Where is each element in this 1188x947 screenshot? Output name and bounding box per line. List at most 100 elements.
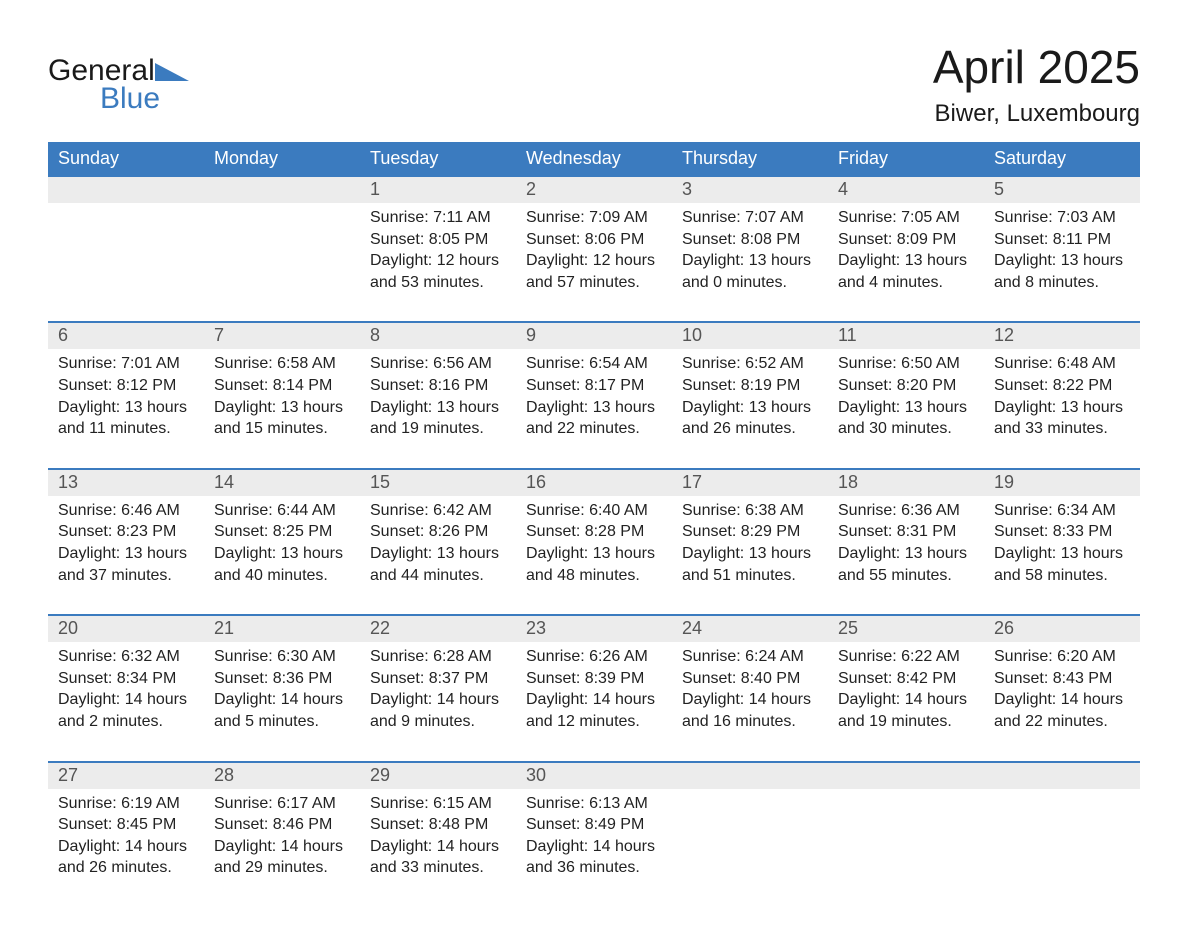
calendar-day <box>984 763 1140 907</box>
day-sunrise: Sunrise: 6:42 AM <box>370 500 506 522</box>
day-sunset: Sunset: 8:39 PM <box>526 668 662 690</box>
day-sunrise: Sunrise: 7:09 AM <box>526 207 662 229</box>
day-dl1: Daylight: 14 hours <box>370 836 506 858</box>
day-body: Sunrise: 7:11 AMSunset: 8:05 PMDaylight:… <box>360 203 516 293</box>
day-dl2: and 2 minutes. <box>58 711 194 733</box>
calendar-day: 15Sunrise: 6:42 AMSunset: 8:26 PMDayligh… <box>360 470 516 614</box>
day-dl1: Daylight: 14 hours <box>994 689 1130 711</box>
day-body: Sunrise: 6:40 AMSunset: 8:28 PMDaylight:… <box>516 496 672 586</box>
day-sunrise: Sunrise: 6:48 AM <box>994 353 1130 375</box>
dow-tuesday: Tuesday <box>360 142 516 175</box>
day-number: 8 <box>360 323 516 349</box>
calendar-day: 11Sunrise: 6:50 AMSunset: 8:20 PMDayligh… <box>828 323 984 467</box>
dow-sunday: Sunday <box>48 142 204 175</box>
day-number <box>48 177 204 203</box>
day-number: 2 <box>516 177 672 203</box>
day-dl2: and 26 minutes. <box>682 418 818 440</box>
day-sunset: Sunset: 8:31 PM <box>838 521 974 543</box>
day-body: Sunrise: 6:28 AMSunset: 8:37 PMDaylight:… <box>360 642 516 732</box>
day-sunset: Sunset: 8:06 PM <box>526 229 662 251</box>
day-number: 28 <box>204 763 360 789</box>
calendar-day: 28Sunrise: 6:17 AMSunset: 8:46 PMDayligh… <box>204 763 360 907</box>
day-sunrise: Sunrise: 6:52 AM <box>682 353 818 375</box>
day-dl1: Daylight: 13 hours <box>370 397 506 419</box>
day-sunrise: Sunrise: 7:05 AM <box>838 207 974 229</box>
day-number: 10 <box>672 323 828 349</box>
day-sunrise: Sunrise: 7:11 AM <box>370 207 506 229</box>
day-dl1: Daylight: 13 hours <box>58 397 194 419</box>
day-number: 20 <box>48 616 204 642</box>
day-body: Sunrise: 6:38 AMSunset: 8:29 PMDaylight:… <box>672 496 828 586</box>
day-dl2: and 44 minutes. <box>370 565 506 587</box>
day-number <box>984 763 1140 789</box>
calendar-day: 17Sunrise: 6:38 AMSunset: 8:29 PMDayligh… <box>672 470 828 614</box>
day-body: Sunrise: 6:44 AMSunset: 8:25 PMDaylight:… <box>204 496 360 586</box>
day-body: Sunrise: 7:07 AMSunset: 8:08 PMDaylight:… <box>672 203 828 293</box>
day-body: Sunrise: 6:24 AMSunset: 8:40 PMDaylight:… <box>672 642 828 732</box>
day-sunrise: Sunrise: 6:22 AM <box>838 646 974 668</box>
day-body: Sunrise: 6:34 AMSunset: 8:33 PMDaylight:… <box>984 496 1140 586</box>
day-number: 18 <box>828 470 984 496</box>
day-dl2: and 26 minutes. <box>58 857 194 879</box>
calendar-body: 1Sunrise: 7:11 AMSunset: 8:05 PMDaylight… <box>48 175 1140 907</box>
day-dl2: and 12 minutes. <box>526 711 662 733</box>
day-dl2: and 53 minutes. <box>370 272 506 294</box>
day-sunset: Sunset: 8:14 PM <box>214 375 350 397</box>
day-sunrise: Sunrise: 6:30 AM <box>214 646 350 668</box>
day-body: Sunrise: 7:03 AMSunset: 8:11 PMDaylight:… <box>984 203 1140 293</box>
dow-friday: Friday <box>828 142 984 175</box>
calendar-day: 5Sunrise: 7:03 AMSunset: 8:11 PMDaylight… <box>984 177 1140 321</box>
day-dl2: and 55 minutes. <box>838 565 974 587</box>
day-number: 9 <box>516 323 672 349</box>
calendar-day: 18Sunrise: 6:36 AMSunset: 8:31 PMDayligh… <box>828 470 984 614</box>
logo-text-blue: Blue <box>100 84 189 114</box>
day-body: Sunrise: 6:54 AMSunset: 8:17 PMDaylight:… <box>516 349 672 439</box>
day-body: Sunrise: 6:48 AMSunset: 8:22 PMDaylight:… <box>984 349 1140 439</box>
day-dl1: Daylight: 14 hours <box>526 689 662 711</box>
day-dl2: and 33 minutes. <box>994 418 1130 440</box>
day-body <box>204 203 360 263</box>
day-sunset: Sunset: 8:48 PM <box>370 814 506 836</box>
day-sunrise: Sunrise: 7:03 AM <box>994 207 1130 229</box>
header: General Blue April 2025 Biwer, Luxembour… <box>48 40 1140 128</box>
day-body: Sunrise: 6:26 AMSunset: 8:39 PMDaylight:… <box>516 642 672 732</box>
day-number <box>672 763 828 789</box>
day-dl2: and 40 minutes. <box>214 565 350 587</box>
day-number: 15 <box>360 470 516 496</box>
dow-saturday: Saturday <box>984 142 1140 175</box>
day-dl1: Daylight: 13 hours <box>526 543 662 565</box>
day-sunset: Sunset: 8:46 PM <box>214 814 350 836</box>
day-body: Sunrise: 6:46 AMSunset: 8:23 PMDaylight:… <box>48 496 204 586</box>
day-dl1: Daylight: 14 hours <box>58 836 194 858</box>
day-sunset: Sunset: 8:37 PM <box>370 668 506 690</box>
day-dl2: and 29 minutes. <box>214 857 350 879</box>
day-dl2: and 51 minutes. <box>682 565 818 587</box>
day-sunset: Sunset: 8:45 PM <box>58 814 194 836</box>
calendar-week: 6Sunrise: 7:01 AMSunset: 8:12 PMDaylight… <box>48 321 1140 467</box>
day-body: Sunrise: 6:15 AMSunset: 8:48 PMDaylight:… <box>360 789 516 879</box>
day-body <box>672 789 828 849</box>
day-number: 14 <box>204 470 360 496</box>
day-sunset: Sunset: 8:29 PM <box>682 521 818 543</box>
day-dl2: and 16 minutes. <box>682 711 818 733</box>
calendar: Sunday Monday Tuesday Wednesday Thursday… <box>48 142 1140 907</box>
day-body: Sunrise: 7:01 AMSunset: 8:12 PMDaylight:… <box>48 349 204 439</box>
day-dl1: Daylight: 13 hours <box>838 543 974 565</box>
day-of-week-header: Sunday Monday Tuesday Wednesday Thursday… <box>48 142 1140 175</box>
day-dl1: Daylight: 12 hours <box>526 250 662 272</box>
day-number: 22 <box>360 616 516 642</box>
day-body: Sunrise: 6:17 AMSunset: 8:46 PMDaylight:… <box>204 789 360 879</box>
calendar-day: 24Sunrise: 6:24 AMSunset: 8:40 PMDayligh… <box>672 616 828 760</box>
calendar-day: 20Sunrise: 6:32 AMSunset: 8:34 PMDayligh… <box>48 616 204 760</box>
day-sunrise: Sunrise: 7:01 AM <box>58 353 194 375</box>
day-number: 21 <box>204 616 360 642</box>
day-sunset: Sunset: 8:12 PM <box>58 375 194 397</box>
day-dl2: and 58 minutes. <box>994 565 1130 587</box>
day-number: 13 <box>48 470 204 496</box>
title-block: April 2025 Biwer, Luxembourg <box>933 40 1140 128</box>
calendar-day: 16Sunrise: 6:40 AMSunset: 8:28 PMDayligh… <box>516 470 672 614</box>
day-dl2: and 4 minutes. <box>838 272 974 294</box>
day-sunset: Sunset: 8:11 PM <box>994 229 1130 251</box>
day-number: 3 <box>672 177 828 203</box>
calendar-day: 7Sunrise: 6:58 AMSunset: 8:14 PMDaylight… <box>204 323 360 467</box>
